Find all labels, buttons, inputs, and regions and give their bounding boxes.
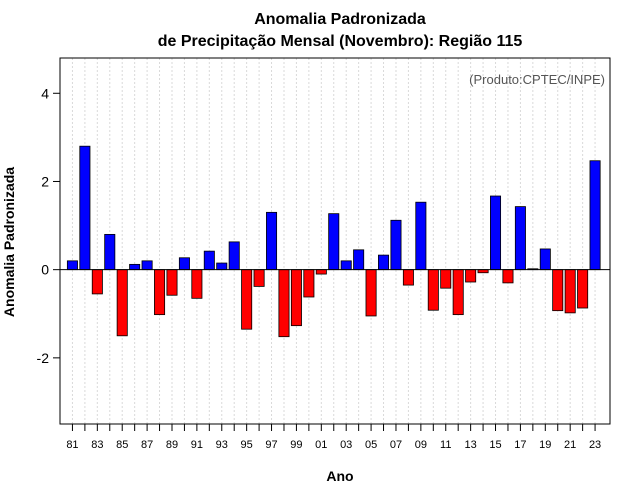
bar-2020 bbox=[552, 269, 564, 312]
bar-1989 bbox=[166, 269, 178, 296]
y-tick-label: 0 bbox=[41, 262, 49, 278]
x-tick-label: 93 bbox=[216, 439, 228, 451]
bar-2015 bbox=[490, 195, 502, 271]
bar-2021 bbox=[564, 269, 576, 314]
bar-2013 bbox=[465, 269, 477, 283]
bar-1981 bbox=[66, 260, 78, 271]
x-tick-label: 87 bbox=[141, 439, 153, 451]
y-tick-label: -2 bbox=[37, 350, 50, 366]
bar-1992 bbox=[203, 250, 215, 271]
bar-1985 bbox=[116, 269, 128, 337]
x-tick-label: 95 bbox=[241, 439, 253, 451]
x-axis-title: Ano bbox=[326, 468, 353, 484]
bar-1982 bbox=[79, 145, 91, 271]
x-tick-label: 91 bbox=[191, 439, 203, 451]
bar-1995 bbox=[241, 269, 253, 330]
y-tick-label: 4 bbox=[41, 85, 49, 101]
x-tick-label: 21 bbox=[564, 439, 576, 451]
bar-2007 bbox=[390, 219, 402, 271]
x-tick-label: 83 bbox=[91, 439, 103, 451]
bar-2003 bbox=[340, 260, 352, 271]
bar-2012 bbox=[452, 269, 464, 316]
bar-2010 bbox=[427, 269, 439, 311]
bar-1996 bbox=[253, 269, 265, 287]
bar-2011 bbox=[440, 269, 452, 289]
bar-2008 bbox=[402, 269, 414, 286]
source-annotation: (Produto:CPTEC/INPE) bbox=[469, 72, 605, 87]
bar-1986 bbox=[129, 263, 141, 271]
x-tick-label: 99 bbox=[290, 439, 302, 451]
bar-2009 bbox=[415, 201, 427, 271]
y-axis-title: Anomalia Padronizada bbox=[1, 167, 17, 317]
x-axis: 81 83 85 87 89 91 93 95 97 99 01 03 05 07 09 11 13 15 17 19… bbox=[66, 424, 601, 451]
grid-lines bbox=[71, 58, 596, 424]
bar-2017 bbox=[514, 206, 526, 271]
x-tick-label: 07 bbox=[390, 439, 402, 451]
x-tick-label: 81 bbox=[66, 439, 78, 451]
x-tick-label: 11 bbox=[440, 439, 451, 451]
bar-2000 bbox=[303, 269, 315, 298]
plot-area bbox=[59, 57, 611, 425]
bar-1983 bbox=[91, 269, 103, 295]
bar-1994 bbox=[228, 241, 240, 271]
bar-2023 bbox=[589, 160, 601, 271]
y-axis: -2 0 2 4 bbox=[37, 85, 60, 366]
x-tick-label: 13 bbox=[465, 439, 477, 451]
x-tick-label: 23 bbox=[589, 439, 601, 451]
x-tick-label: 97 bbox=[265, 439, 277, 451]
bar-2016 bbox=[502, 269, 514, 284]
bar-1997 bbox=[266, 211, 278, 271]
chart-title: Anomalia Padronizada bbox=[254, 11, 426, 28]
bars bbox=[66, 145, 601, 338]
bar-2019 bbox=[539, 248, 551, 271]
x-tick-label: 03 bbox=[340, 439, 352, 451]
x-tick-label: 85 bbox=[116, 439, 128, 451]
bar-1998 bbox=[278, 269, 290, 338]
x-tick-label: 01 bbox=[315, 439, 327, 451]
bar-1993 bbox=[216, 262, 228, 271]
bar-1999 bbox=[290, 269, 302, 327]
bar-1988 bbox=[154, 269, 166, 316]
bar-2002 bbox=[328, 213, 340, 271]
x-tick-label: 09 bbox=[415, 439, 427, 451]
bar-1987 bbox=[141, 260, 153, 271]
chart-subtitle: de Precipitação Mensal (Novembro): Regiã… bbox=[158, 33, 523, 50]
x-tick-label: 17 bbox=[514, 439, 526, 451]
bar-2022 bbox=[577, 269, 589, 309]
x-tick-label: 89 bbox=[166, 439, 178, 451]
bar-1990 bbox=[178, 257, 190, 271]
x-tick-label: 15 bbox=[489, 439, 501, 451]
y-tick-label: 2 bbox=[41, 173, 49, 189]
bar-2001 bbox=[315, 269, 327, 275]
x-tick-label: 19 bbox=[539, 439, 551, 451]
bar-2006 bbox=[378, 254, 390, 271]
bar-1984 bbox=[104, 233, 116, 271]
x-tick-label: 05 bbox=[365, 439, 377, 451]
bar-1991 bbox=[191, 269, 203, 299]
bar-2004 bbox=[353, 249, 365, 271]
bar-2005 bbox=[365, 269, 377, 317]
